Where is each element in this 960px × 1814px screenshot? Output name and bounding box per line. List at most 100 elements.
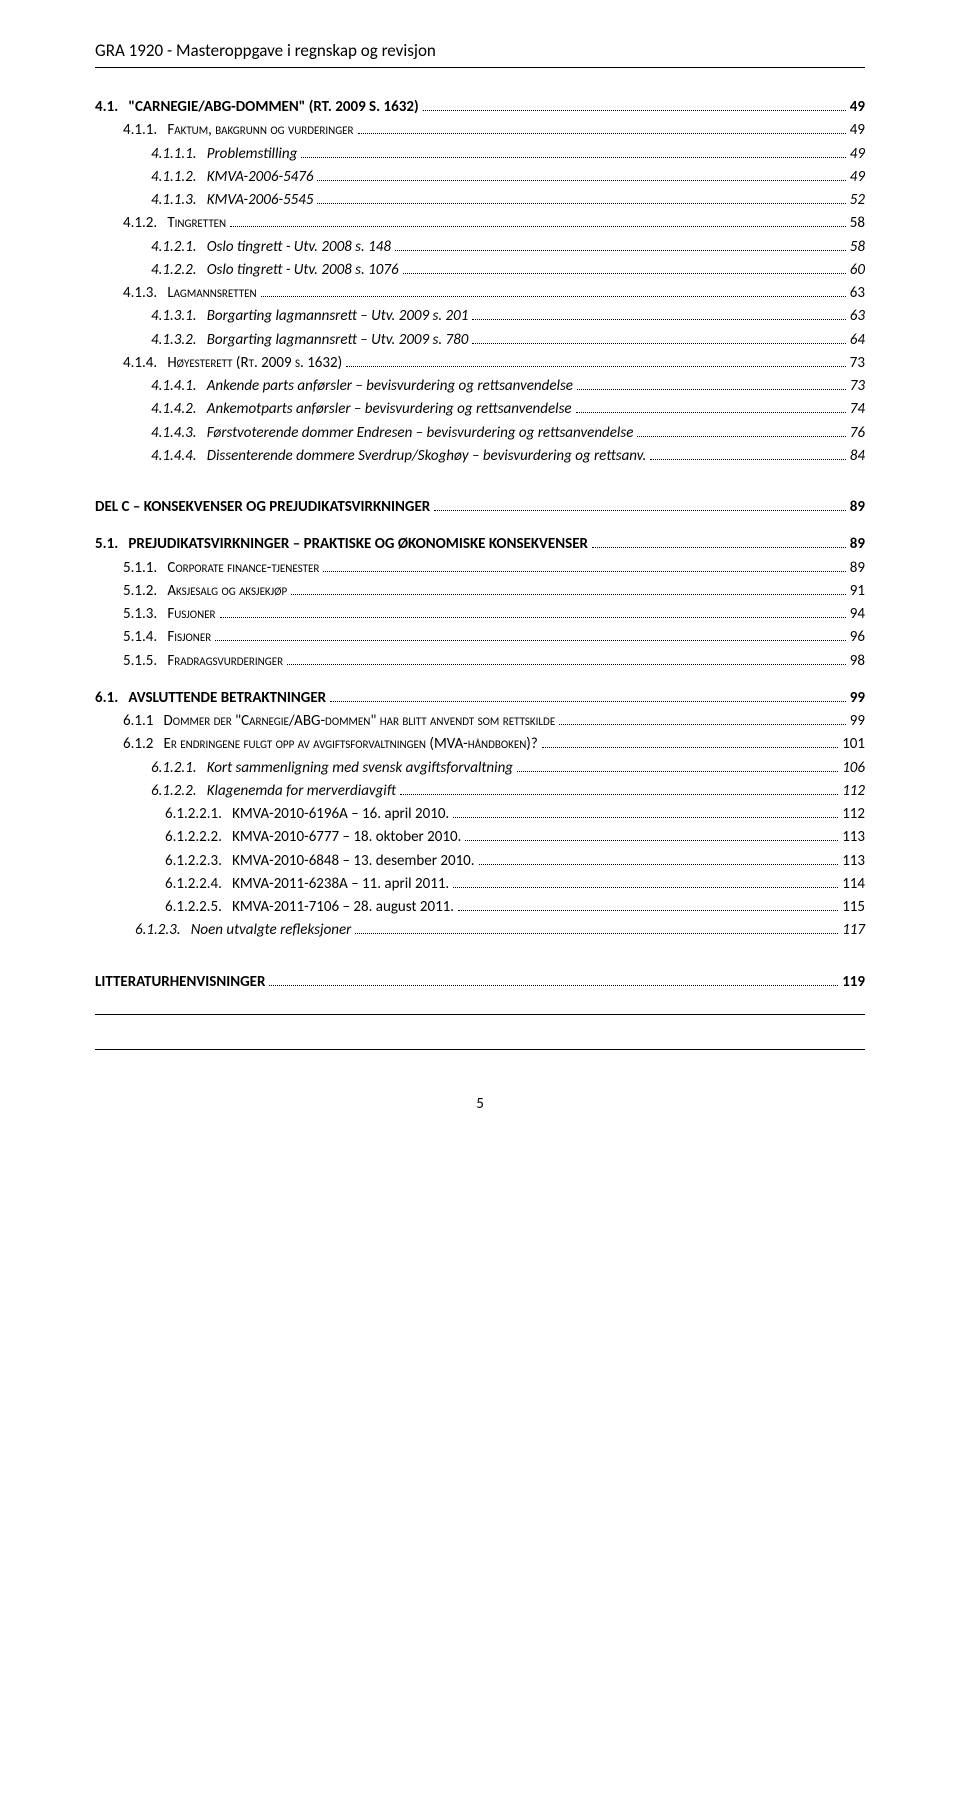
toc-entry-page: 49 [850,96,865,119]
toc-leader-dots [215,640,846,641]
toc-entry-page: 113 [842,850,865,873]
toc-entry-label: 6.1.2.2.4. KMVA-2011-6238A – 11. april 2… [165,873,449,896]
toc-entry-label: 6.1.2 Er endringene fulgt opp av avgifts… [123,733,538,756]
toc-entry-page: 115 [842,896,865,919]
toc-entry-label: 6.1.2.3. Noen utvalgte refleksjoner [135,919,351,942]
document-header: GRA 1920 - Masteroppgave i regnskap og r… [95,40,865,68]
toc-entry: 4.1.1.3. KMVA-2006-5545 52 [95,189,865,212]
toc-entry-page: 63 [850,305,865,328]
toc-entry-page: 112 [842,780,865,803]
page-number: 5 [95,1095,865,1113]
toc-leader-dots [317,203,845,204]
toc-leader-dots [458,910,838,911]
toc-entry-label: 4.1. "CARNEGIE/ABG-DOMMEN" (RT. 2009 S. … [95,96,419,119]
toc-entry-page: 91 [850,580,865,603]
toc-gap [95,673,865,687]
toc-entry-label: 4.1.3. Lagmannsretten [123,282,257,305]
toc-entry: LITTERATURHENVISNINGER 119 [95,971,865,994]
toc-entry: 6.1. AVSLUTTENDE BETRAKTNINGER 99 [95,687,865,710]
toc-gap [95,468,865,496]
toc-entry: 5.1.1. Corporate finance-tjenester 89 [95,557,865,580]
toc-leader-dots [472,343,845,344]
toc-entry-label: 5.1.5. Fradragsvurderinger [123,650,283,673]
toc-entry-page: 58 [850,212,865,235]
toc-entry: 4.1.3. Lagmannsretten 63 [95,282,865,305]
toc-entry-page: 60 [850,259,865,282]
toc-entry-label: 6.1.2.1. Kort sammenligning med svensk a… [151,757,513,780]
toc-entry-label: 4.1.4. Høyesterett (Rt. 2009 s. 1632) [123,352,342,375]
toc-leader-dots [453,887,838,888]
toc-leader-dots [317,180,845,181]
toc-entry-label: 6.1.2.2.1. KMVA-2010-6196A – 16. april 2… [165,803,449,826]
toc-gap [95,943,865,971]
toc-entry-page: 89 [850,557,865,580]
toc-entry-label: LITTERATURHENVISNINGER [95,971,265,994]
toc-entry-page: 73 [850,375,865,398]
toc-entry-label: 4.1.4.1. Ankende parts anførsler – bevis… [151,375,573,398]
toc-entry-page: 112 [842,803,865,826]
toc-entry-label: 4.1.1.1. Problemstilling [151,143,297,166]
toc-entry-page: 63 [850,282,865,305]
toc-leader-dots [346,366,846,367]
toc-leader-dots [330,701,846,702]
toc-leader-dots [261,296,846,297]
toc-entry-label: 6.1.2.2.5. KMVA-2011-7106 – 28. august 2… [165,896,454,919]
toc-leader-dots [323,571,845,572]
toc-entry-page: 117 [842,919,865,942]
toc-leader-dots [517,771,838,772]
toc-entry-page: 114 [842,873,865,896]
toc-entry: 4.1. "CARNEGIE/ABG-DOMMEN" (RT. 2009 S. … [95,96,865,119]
toc-entry: 6.1.2.2.3. KMVA-2010-6848 – 13. desember… [95,850,865,873]
toc-leader-dots [403,273,846,274]
toc-leader-dots [291,594,846,595]
toc-entry-label: 5.1.1. Corporate finance-tjenester [123,557,319,580]
toc-entry: 6.1.2.2. Klagenemda for merverdiavgift 1… [95,780,865,803]
toc-entry-label: 5.1.2. Aksjesalg og aksjekjøp [123,580,287,603]
toc-leader-dots [287,664,846,665]
toc-entry: 4.1.4.1. Ankende parts anførsler – bevis… [95,375,865,398]
toc-entry-label: 4.1.2.1. Oslo tingrett - Utv. 2008 s. 14… [151,236,391,259]
toc-entry-page: 99 [850,687,865,710]
toc-leader-dots [400,794,838,795]
toc-entry: 4.1.4.4. Dissenterende dommere Sverdrup/… [95,445,865,468]
toc-entry: 4.1.4.2. Ankemotparts anførsler – bevisv… [95,398,865,421]
toc-entry: 4.1.4.3. Førstvoterende dommer Endresen … [95,422,865,445]
toc-entry: 5.1.2. Aksjesalg og aksjekjøp 91 [95,580,865,603]
toc-entry-page: 106 [842,757,865,780]
toc-entry: 4.1.4. Høyesterett (Rt. 2009 s. 1632) 73 [95,352,865,375]
toc-entry-label: 6.1.2.2.3. KMVA-2010-6848 – 13. desember… [165,850,475,873]
toc-entry-page: 52 [850,189,865,212]
toc-entry: 5.1.5. Fradragsvurderinger 98 [95,650,865,673]
toc-entry-label: 4.1.2. Tingretten [123,212,226,235]
toc-entry-label: 6.1. AVSLUTTENDE BETRAKTNINGER [95,687,326,710]
toc-entry: 5.1.3. Fusjoner 94 [95,603,865,626]
toc-leader-dots [577,389,846,390]
toc-entry: 6.1.2.1. Kort sammenligning med svensk a… [95,757,865,780]
toc-entry: 4.1.3.2. Borgarting lagmannsrett – Utv. … [95,329,865,352]
toc-gap [95,519,865,533]
toc-entry-page: 84 [850,445,865,468]
toc-entry-label: 5.1.4. Fisjoner [123,626,211,649]
toc-entry: 6.1.2.2.5. KMVA-2011-7106 – 28. august 2… [95,896,865,919]
toc-entry: 4.1.1.2. KMVA-2006-5476 49 [95,166,865,189]
toc-entry-label: 4.1.2.2. Oslo tingrett - Utv. 2008 s. 10… [151,259,399,282]
toc-entry-page: 58 [850,236,865,259]
toc-leader-dots [301,157,846,158]
toc-entry: 4.1.2. Tingretten 58 [95,212,865,235]
toc-leader-dots [220,617,846,618]
toc-entry: 6.1.1 Dommer der "Carnegie/ABG-dommen" h… [95,710,865,733]
toc-entry-label: 4.1.1. Faktum, bakgrunn og vurderinger [123,119,354,142]
toc-leader-dots [650,459,846,460]
toc-entry-page: 89 [850,533,865,556]
toc-entry-label: 4.1.3.1. Borgarting lagmannsrett – Utv. … [151,305,468,328]
toc-entry-page: 96 [850,626,865,649]
toc-leader-dots [230,226,846,227]
toc-entry: 6.1.2 Er endringene fulgt opp av avgifts… [95,733,865,756]
toc-entry-label: 4.1.1.2. KMVA-2006-5476 [151,166,313,189]
toc-entry-label: DEL C – KONSEKVENSER OG PREJUDIKATSVIRKN… [95,496,430,519]
toc-entry: 4.1.3.1. Borgarting lagmannsrett – Utv. … [95,305,865,328]
toc-entry-page: 113 [842,826,865,849]
toc-entry-page: 49 [850,119,865,142]
toc-entry-page: 119 [842,971,865,994]
toc-entry: 6.1.2.2.4. KMVA-2011-6238A – 11. april 2… [95,873,865,896]
